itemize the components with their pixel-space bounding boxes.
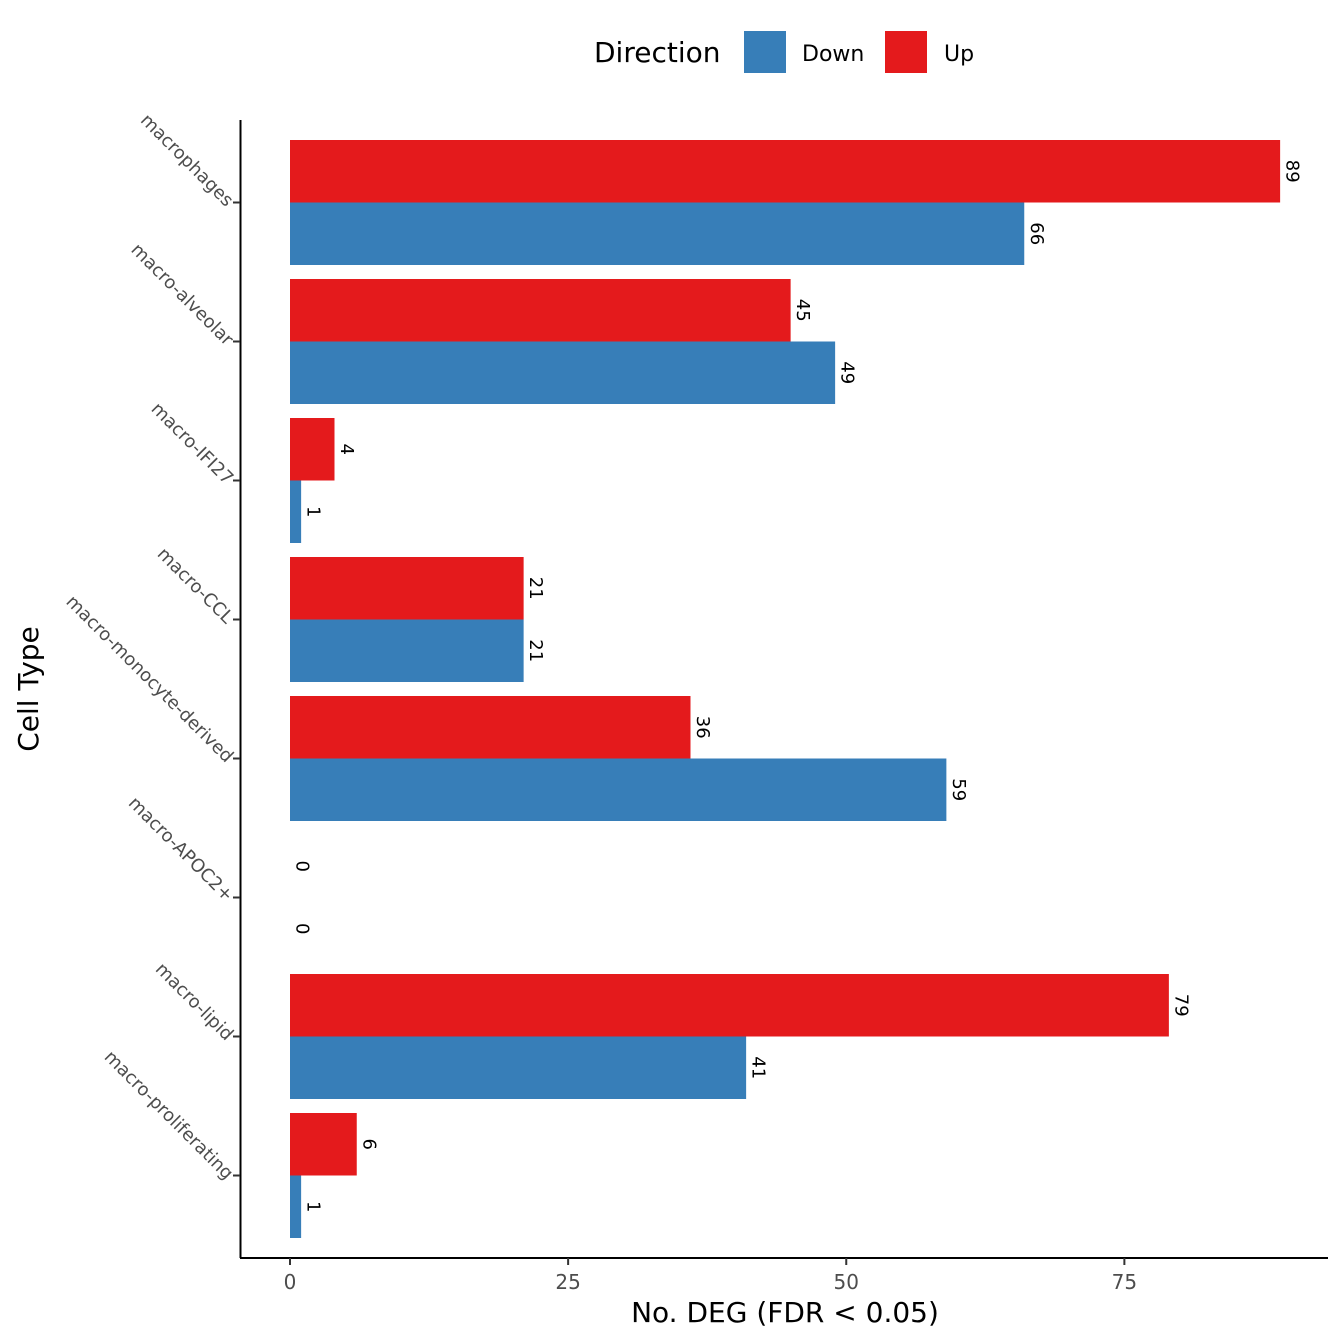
x-tick-label-25: 25 [555, 1270, 580, 1294]
legend-label-up: Up [944, 42, 974, 67]
bar-macro-ccl-up [290, 557, 524, 620]
data-label-macro-alveolar-down: 49 [837, 361, 858, 384]
bar-macro-alveolar-up [290, 279, 791, 342]
bar-macro-ifi27-up [290, 418, 335, 481]
y-tick-label-macro-ccl: macro-CCL [153, 544, 237, 628]
y-tick-label-macro-proliferating: macro-proliferating [100, 1047, 238, 1185]
bar-macro-monocyte-derived-up [290, 696, 691, 759]
data-label-macro-alveolar-up: 45 [792, 299, 813, 322]
legend-swatch-down [744, 31, 786, 73]
legend-label-down: Down [802, 42, 864, 67]
bar-macro-monocyte-derived-down [290, 758, 947, 821]
data-label-macro-apoc2-up: 0 [292, 861, 313, 872]
bars-layer [290, 140, 1281, 1238]
y-tick-label-macro-lipid: macro-lipid [151, 959, 237, 1045]
bar-macrophages-up [290, 140, 1281, 203]
bar-macro-ifi27-down [290, 480, 302, 543]
legend-title: Direction [594, 36, 721, 69]
data-label-macro-apoc2-down: 0 [292, 923, 313, 934]
bar-macro-proliferating-up [290, 1113, 357, 1176]
legend: Direction Down Up [594, 31, 974, 73]
data-label-macro-ifi27-down: 1 [303, 506, 324, 517]
y-axis-title: Cell Type [12, 626, 45, 752]
bar-macro-ccl-down [290, 619, 524, 682]
x-axis-title: No. DEG (FDR < 0.05) [631, 1296, 939, 1329]
y-tick-label-macro-alveolar: macro-alveolar [127, 239, 238, 350]
data-label-macro-ccl-up: 21 [525, 577, 546, 600]
data-label-macro-ccl-down: 21 [525, 639, 546, 662]
y-tick-label-macrophages: macrophages [136, 110, 237, 211]
data-label-macrophages-down: 66 [1026, 222, 1047, 245]
bar-macrophages-down [290, 202, 1025, 265]
y-tick-label-macro-ifi27: macro-IFI27 [147, 398, 238, 489]
bar-macro-proliferating-down [290, 1175, 302, 1238]
data-label-macro-lipid-down: 41 [748, 1056, 769, 1079]
data-label-macro-lipid-up: 79 [1170, 994, 1191, 1017]
data-label-macro-proliferating-down: 1 [303, 1201, 324, 1212]
y-tick-label-macro-monocyte-derived: macro-monocyte-derived [62, 591, 238, 767]
x-tick-label-75: 75 [1112, 1270, 1137, 1294]
data-label-macro-proliferating-up: 6 [358, 1139, 379, 1150]
y-tick-label-macro-apoc2: macro-APOC2+ [124, 793, 237, 906]
legend-swatch-up [885, 31, 927, 73]
x-axis: 0 25 50 75 [240, 1257, 1328, 1294]
x-tick-label-50: 50 [834, 1270, 859, 1294]
data-label-macro-ifi27-up: 4 [336, 444, 357, 455]
bar-macro-lipid-down [290, 1036, 747, 1099]
data-label-macro-monocyte-derived-down: 59 [948, 778, 969, 801]
x-tick-label-0: 0 [284, 1270, 297, 1294]
bar-macro-alveolar-down [290, 341, 836, 404]
y-axis: macrophages macro-alveolar macro-IFI27 macr… [62, 110, 242, 1258]
bar-macro-lipid-up [290, 974, 1169, 1037]
data-label-macro-monocyte-derived-up: 36 [692, 716, 713, 739]
data-label-macrophages-up: 89 [1282, 160, 1303, 183]
